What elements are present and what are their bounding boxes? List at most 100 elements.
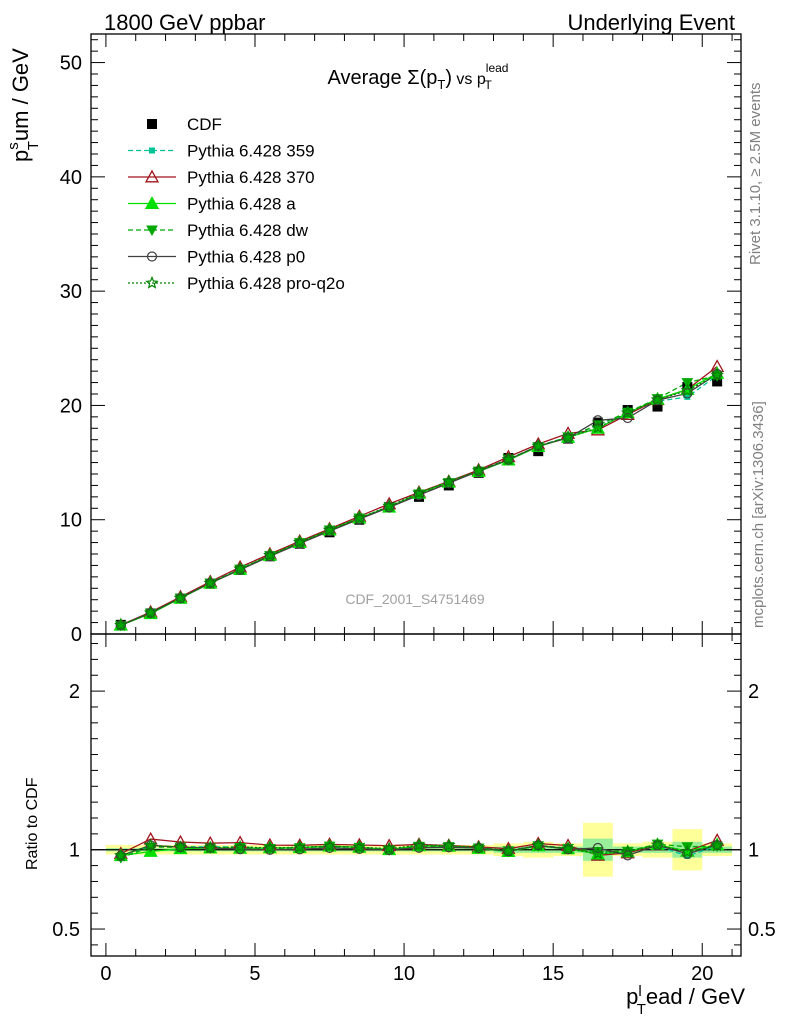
series-point-4 (294, 538, 305, 549)
ratio-y-tick-label: 2 (69, 681, 80, 703)
series-point-4 (622, 412, 633, 424)
series-point-4 (324, 526, 335, 537)
series-line-3 (120, 375, 718, 626)
ratio-point-4 (443, 842, 454, 853)
series-point-5 (352, 510, 367, 524)
title-close: ) (445, 67, 452, 89)
series-point-4 (234, 564, 246, 575)
ratio-point-4 (413, 842, 425, 853)
series-point-5 (620, 405, 635, 419)
ratio-point-5 (292, 840, 307, 854)
y-tick-label: 0 (71, 624, 82, 646)
ratio-point-5 (680, 844, 695, 858)
y-axis-label: ps Tum / GeV (5, 48, 42, 162)
mcplots-label: mcplots.cern.ch [arXiv:1306.3436] (750, 401, 767, 628)
y-tick-label: 40 (60, 167, 82, 189)
ratio-point-5 (263, 840, 277, 854)
series-point-5 (322, 522, 337, 536)
ylabel-sub-t: T (25, 141, 42, 150)
legend-label: Pythia 6.428 dw (187, 221, 309, 240)
series-point-5 (143, 605, 158, 619)
legend-marker (147, 119, 157, 129)
ratio-y-tick-label-right: 0.5 (748, 919, 776, 941)
series-point-5 (412, 485, 426, 499)
ratio-y-tick-label-right: 1 (748, 840, 759, 862)
ratio-plot-area: 0 5 10 15 20 0.5 0.5 1 1 2 2 (52, 633, 776, 985)
y-tick-label: 30 (60, 281, 82, 303)
ratio-point-4 (682, 848, 693, 859)
series-point-5 (382, 499, 396, 512)
ratio-point-4 (264, 844, 275, 855)
legend-marker (145, 275, 159, 289)
header-right: Underlying Event (567, 10, 735, 35)
ratio-point-4 (384, 844, 395, 856)
ratio-y-axis-label: Ratio to CDF (24, 777, 41, 870)
header-left: 1800 GeV ppbar (104, 10, 265, 35)
series-point-5 (561, 430, 575, 444)
ratio-point-5 (710, 838, 724, 852)
ratio-point-5 (620, 844, 635, 858)
xlabel-sup-l: l (638, 983, 641, 1000)
title-average: Average (328, 67, 408, 89)
series-point-4 (592, 415, 603, 426)
xlabel-rest: ead / GeV (646, 984, 745, 1009)
series-point-4 (473, 466, 484, 477)
rivet-version-label: Rivet 3.1.10, ≥ 2.5M events (747, 83, 764, 266)
ratio-point-4 (234, 844, 246, 855)
legend-label: Pythia 6.428 pro-q2o (187, 274, 345, 293)
series-line-5 (120, 374, 718, 626)
ratio-point-5 (143, 838, 158, 852)
ratio-point-4 (294, 844, 305, 855)
series-point-5 (501, 452, 516, 466)
series-point-5 (173, 590, 188, 604)
legend-label: CDF (187, 115, 222, 134)
ratio-point-5 (322, 839, 337, 852)
ratio-point-4 (324, 842, 335, 854)
y-tick-label: 10 (60, 510, 82, 532)
xlabel-p: p (626, 984, 638, 1009)
series-point-3 (681, 378, 694, 389)
ratio-point-5 (591, 846, 605, 860)
series-point-5 (591, 420, 605, 434)
series-point-5 (710, 368, 724, 381)
legend-label: Pythia 6.428 370 (187, 168, 315, 187)
title-sub-t: T (437, 77, 445, 92)
ratio-y-tick-label: 1 (69, 840, 80, 862)
ylabel-p: p (8, 150, 33, 162)
legend-marker (146, 251, 158, 262)
series-point-5 (233, 561, 247, 575)
legend-label: Pythia 6.428 359 (187, 142, 315, 161)
ratio-point-5 (531, 838, 545, 851)
series-point-5 (650, 392, 665, 406)
analysis-watermark: CDF_2001_S4751469 (345, 591, 485, 607)
ratio-point-5 (352, 840, 367, 854)
title-sup-lead: lead (486, 61, 509, 75)
ratio-point-4 (592, 842, 603, 854)
main-plot-area: 0 10 20 30 40 50 (60, 33, 742, 646)
y-tick-label: 50 (60, 53, 82, 75)
series-point-5 (114, 618, 128, 631)
ratio-point-5 (412, 838, 426, 851)
series-point-4 (264, 551, 275, 562)
legend-marker (146, 225, 158, 237)
legend-marker (149, 147, 155, 154)
series-point-5 (292, 535, 307, 549)
x-tick-label: 5 (249, 963, 260, 985)
x-tick-label: 10 (393, 963, 415, 985)
ratio-point-5 (233, 839, 247, 853)
series-point-4 (562, 432, 574, 444)
legend-label: Pythia 6.428 p0 (187, 248, 305, 267)
series-point-5 (680, 383, 695, 397)
series-point-5 (263, 548, 277, 562)
xlabel-sub-t: T (637, 1001, 646, 1018)
ratio-point-5 (501, 843, 516, 857)
ylabel-sup-s: s (5, 142, 22, 150)
ratio-point-5 (561, 841, 575, 855)
series-point-0 (684, 393, 691, 400)
x-tick-label: 20 (691, 963, 713, 985)
data-point (652, 401, 663, 412)
ratio-point-5 (442, 838, 456, 852)
chart-title: Average Σ(pT) vs plead T (328, 61, 509, 92)
ratio-y-tick-label-right: 2 (748, 681, 759, 703)
